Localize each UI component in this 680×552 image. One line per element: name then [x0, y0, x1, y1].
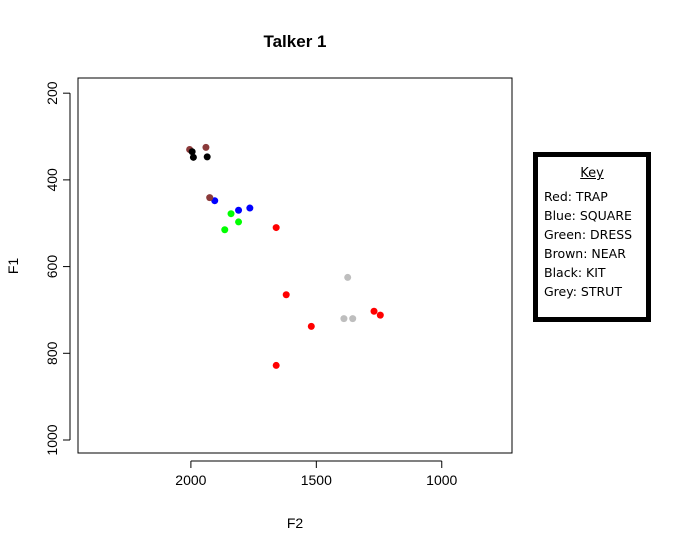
point-dress	[221, 226, 229, 234]
legend-entry-strut: Grey: STRUT	[544, 284, 622, 299]
y-axis: 200 400 600 800 1000	[44, 81, 71, 456]
point-trap	[272, 361, 280, 369]
point-trap	[370, 307, 378, 315]
point-trap	[272, 224, 280, 232]
legend-entry-trap: Red: TRAP	[544, 189, 608, 204]
legend-entry-dress: Green: DRESS	[544, 227, 633, 242]
point-kit	[203, 153, 211, 161]
plot-frame	[77, 77, 513, 454]
data-points	[186, 143, 384, 369]
y-tick-label: 800	[44, 341, 60, 365]
chart-title: Talker 1	[263, 32, 326, 51]
x-tick-label: 2000	[175, 472, 206, 488]
point-strut	[340, 315, 348, 323]
x-axis-label: F2	[287, 515, 304, 531]
point-trap	[307, 322, 315, 330]
y-tick-label: 1000	[44, 424, 60, 455]
x-tick-label: 1000	[426, 472, 457, 488]
legend-entry-near: Brown: NEAR	[544, 246, 626, 261]
legend-entry-kit: Black: KIT	[544, 265, 606, 280]
point-kit	[188, 148, 196, 156]
y-tick-label: 200	[44, 81, 60, 105]
point-near	[202, 143, 210, 151]
point-trap	[282, 291, 290, 299]
point-kit	[189, 153, 197, 161]
point-trap	[376, 311, 384, 319]
x-tick-label: 1500	[301, 472, 332, 488]
y-tick-label: 600	[44, 255, 60, 279]
point-strut	[349, 315, 357, 323]
legend-title: Key	[580, 166, 604, 181]
y-axis-label: F1	[5, 258, 21, 275]
point-near	[206, 194, 214, 202]
point-square	[235, 206, 243, 214]
x-axis: 2000 1500 1000	[175, 460, 458, 488]
point-strut	[344, 273, 352, 281]
point-square	[246, 204, 254, 212]
point-dress	[227, 210, 235, 218]
y-tick-label: 400	[44, 168, 60, 192]
point-dress	[235, 218, 243, 226]
point-square	[211, 197, 219, 205]
legend-key: Key Red: TRAP Blue: SQUARE Green: DRESS …	[533, 152, 651, 322]
legend-entry-square: Blue: SQUARE	[544, 208, 632, 223]
